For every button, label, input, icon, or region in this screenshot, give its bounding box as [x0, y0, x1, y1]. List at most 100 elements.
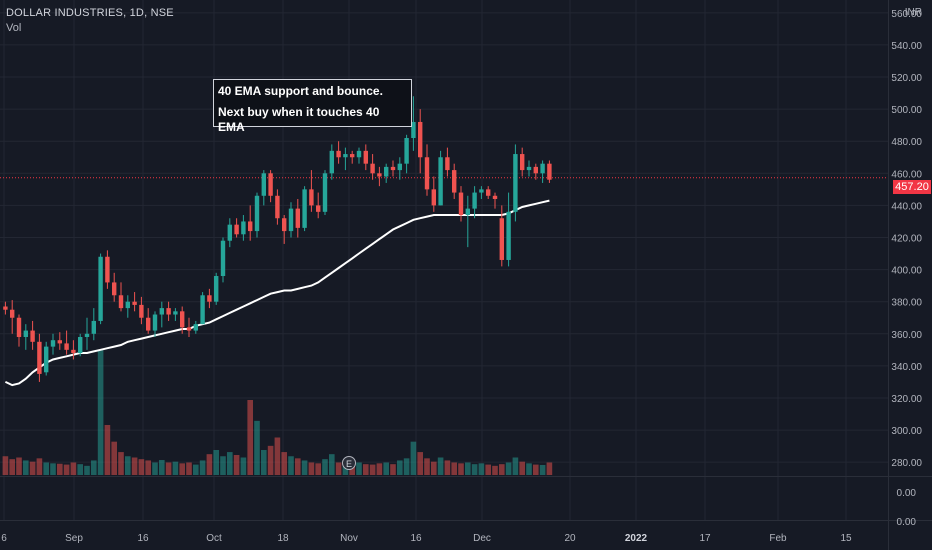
candle-body	[78, 336, 83, 354]
candle-body	[479, 189, 484, 193]
earnings-badge-icon[interactable]: E	[342, 456, 356, 470]
volume-bar	[267, 445, 274, 475]
candle-body	[220, 240, 226, 277]
candle-body	[384, 166, 389, 177]
price-tick-label: 400.00	[891, 266, 922, 277]
candle-body	[370, 163, 375, 174]
volume-bar	[465, 462, 471, 475]
candle-body	[316, 205, 321, 212]
price-tick-label: 420.00	[891, 234, 922, 245]
candle-body	[465, 208, 470, 216]
volume-bar	[43, 462, 49, 475]
volume-bar	[383, 462, 389, 475]
volume-bar	[397, 460, 403, 475]
candle-body	[309, 189, 314, 206]
volume-bar	[356, 462, 362, 475]
volume-bar	[444, 460, 451, 475]
candle-body	[166, 308, 171, 315]
candle-body	[37, 341, 42, 374]
volume-bar	[431, 461, 437, 475]
price-tick-label: 560.00	[891, 9, 922, 20]
candle-body	[159, 308, 164, 315]
volume-bar	[376, 463, 383, 475]
volume-bar	[97, 350, 104, 475]
price-tick-label: 500.00	[891, 105, 922, 116]
volume-bar	[84, 465, 90, 475]
annotation-box[interactable]: 40 EMA support and bounce. Next buy when…	[213, 79, 412, 134]
annotation-line-1: 40 EMA support and bounce.	[218, 84, 383, 98]
volume-bar	[492, 465, 498, 475]
candle-body	[397, 163, 402, 171]
candle-body	[513, 154, 518, 212]
candle-body	[214, 276, 219, 302]
candle-body	[139, 304, 144, 318]
volume-bar	[199, 460, 206, 475]
price-tick-label: 460.00	[891, 169, 922, 180]
volume-bar	[458, 463, 464, 475]
price-tick-label: 280.00	[891, 458, 922, 469]
volume-bar	[505, 462, 512, 475]
volume-bar	[57, 463, 63, 475]
volume-bar	[29, 461, 36, 475]
candle-body	[16, 317, 22, 337]
candle-body	[23, 330, 28, 337]
volume-bar	[131, 457, 138, 475]
volume-indicator-label: Vol	[6, 22, 22, 34]
volume-bar	[2, 456, 9, 475]
candle-body	[207, 295, 212, 302]
price-tick-label: 480.00	[891, 137, 922, 148]
time-tick-label: 16	[410, 533, 422, 544]
time-tick-label: Oct	[206, 533, 222, 544]
candle-body	[329, 150, 334, 174]
volume-bar	[63, 464, 70, 475]
time-tick-label: 2022	[625, 533, 648, 544]
volume-bar	[526, 463, 532, 475]
volume-bar	[233, 455, 240, 475]
candle-body	[438, 157, 443, 206]
candle-body	[71, 349, 76, 354]
volume-bar	[308, 462, 315, 475]
candle-body	[193, 324, 198, 331]
candle-body	[98, 256, 103, 321]
candle-body	[261, 173, 266, 196]
candle-body	[30, 330, 35, 342]
candle-body	[50, 340, 56, 347]
volume-bar	[240, 457, 247, 475]
volume-bar	[390, 464, 396, 475]
candle-body	[64, 343, 69, 350]
candle-body	[227, 224, 232, 241]
price-tick-label: 320.00	[891, 394, 922, 405]
volume-bar	[152, 462, 158, 475]
volume-bar	[499, 464, 505, 475]
candle-body	[492, 195, 498, 199]
volume-bar	[274, 437, 281, 475]
volume-bar	[220, 456, 226, 475]
volume-bar	[36, 458, 43, 475]
candle-body	[540, 163, 545, 174]
candle-body	[343, 154, 348, 158]
candle-body	[105, 256, 110, 283]
candle-body	[452, 170, 457, 193]
volume-bar	[23, 460, 29, 475]
candle-body	[152, 314, 158, 331]
candle-body	[44, 346, 49, 373]
candle-body	[336, 150, 341, 158]
candle-body	[91, 320, 96, 334]
volume-bar	[322, 459, 328, 475]
volume-bar	[165, 462, 172, 475]
price-tick-label: 440.00	[891, 201, 922, 212]
volume-bar	[91, 460, 97, 475]
volume-bar	[485, 464, 491, 475]
ema-40-line	[4, 199, 550, 387]
volume-bar	[288, 456, 294, 475]
candle-body	[275, 195, 280, 219]
candle-body	[288, 208, 294, 232]
price-tick-label: 300.00	[891, 426, 922, 437]
time-tick-label: 16	[137, 533, 149, 544]
volume-bar	[111, 441, 117, 475]
volume-bar	[295, 458, 301, 475]
volume-bar	[451, 462, 457, 475]
volume-bar	[138, 459, 145, 475]
candle-body	[486, 189, 491, 196]
